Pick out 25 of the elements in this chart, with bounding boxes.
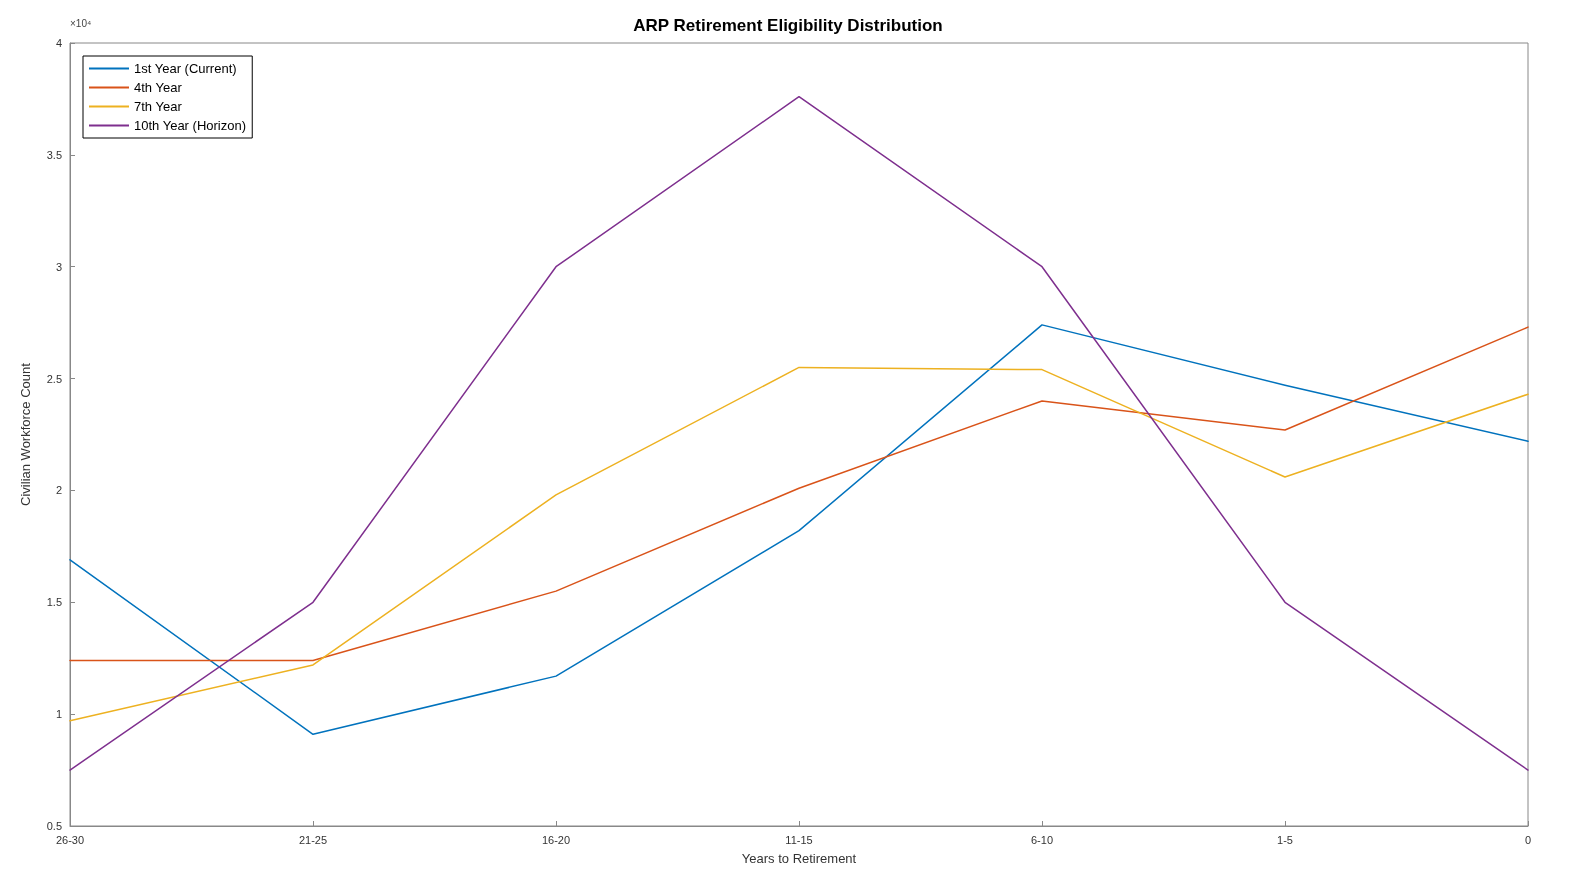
x-tick-label: 11-15 bbox=[785, 833, 813, 846]
y-tick-label: 2.5 bbox=[46, 372, 62, 385]
y-tick-label: 0.5 bbox=[46, 820, 62, 832]
y-tick-label: 1.5 bbox=[46, 596, 62, 609]
y-axis-title: Civilian Workforce Count bbox=[18, 362, 33, 506]
line-series bbox=[69, 95, 1529, 771]
x-tick-label: 6-10 bbox=[1030, 833, 1054, 846]
text: ×10⁴ bbox=[70, 17, 92, 29]
y-tick-label: 3 bbox=[55, 260, 62, 273]
y-tick-label: 4 bbox=[55, 37, 62, 49]
x-tick-label: 1-5 bbox=[1277, 833, 1293, 846]
y-tick-label: 3.5 bbox=[46, 148, 62, 161]
legend-label: 4th Year bbox=[134, 80, 183, 95]
legend-label: 10th Year (Horizon) bbox=[134, 118, 247, 133]
x-axis-title: Years to Retirement bbox=[741, 851, 857, 866]
legend-label: 7th Year bbox=[134, 99, 183, 114]
legend-label: 1st Year (Current) bbox=[134, 61, 237, 76]
y-tick-label: 1 bbox=[55, 708, 62, 721]
x-tick-label: 16-20 bbox=[541, 833, 571, 846]
chart-title: ARP Retirement Eligibility Distribution bbox=[633, 16, 943, 35]
x-tick-label: 0 bbox=[1524, 833, 1532, 846]
line-series bbox=[69, 326, 1529, 662]
x-tick-label: 21-25 bbox=[298, 833, 328, 846]
x-tick-label: 26-30 bbox=[55, 833, 85, 846]
y-tick-label: 2 bbox=[55, 484, 62, 497]
